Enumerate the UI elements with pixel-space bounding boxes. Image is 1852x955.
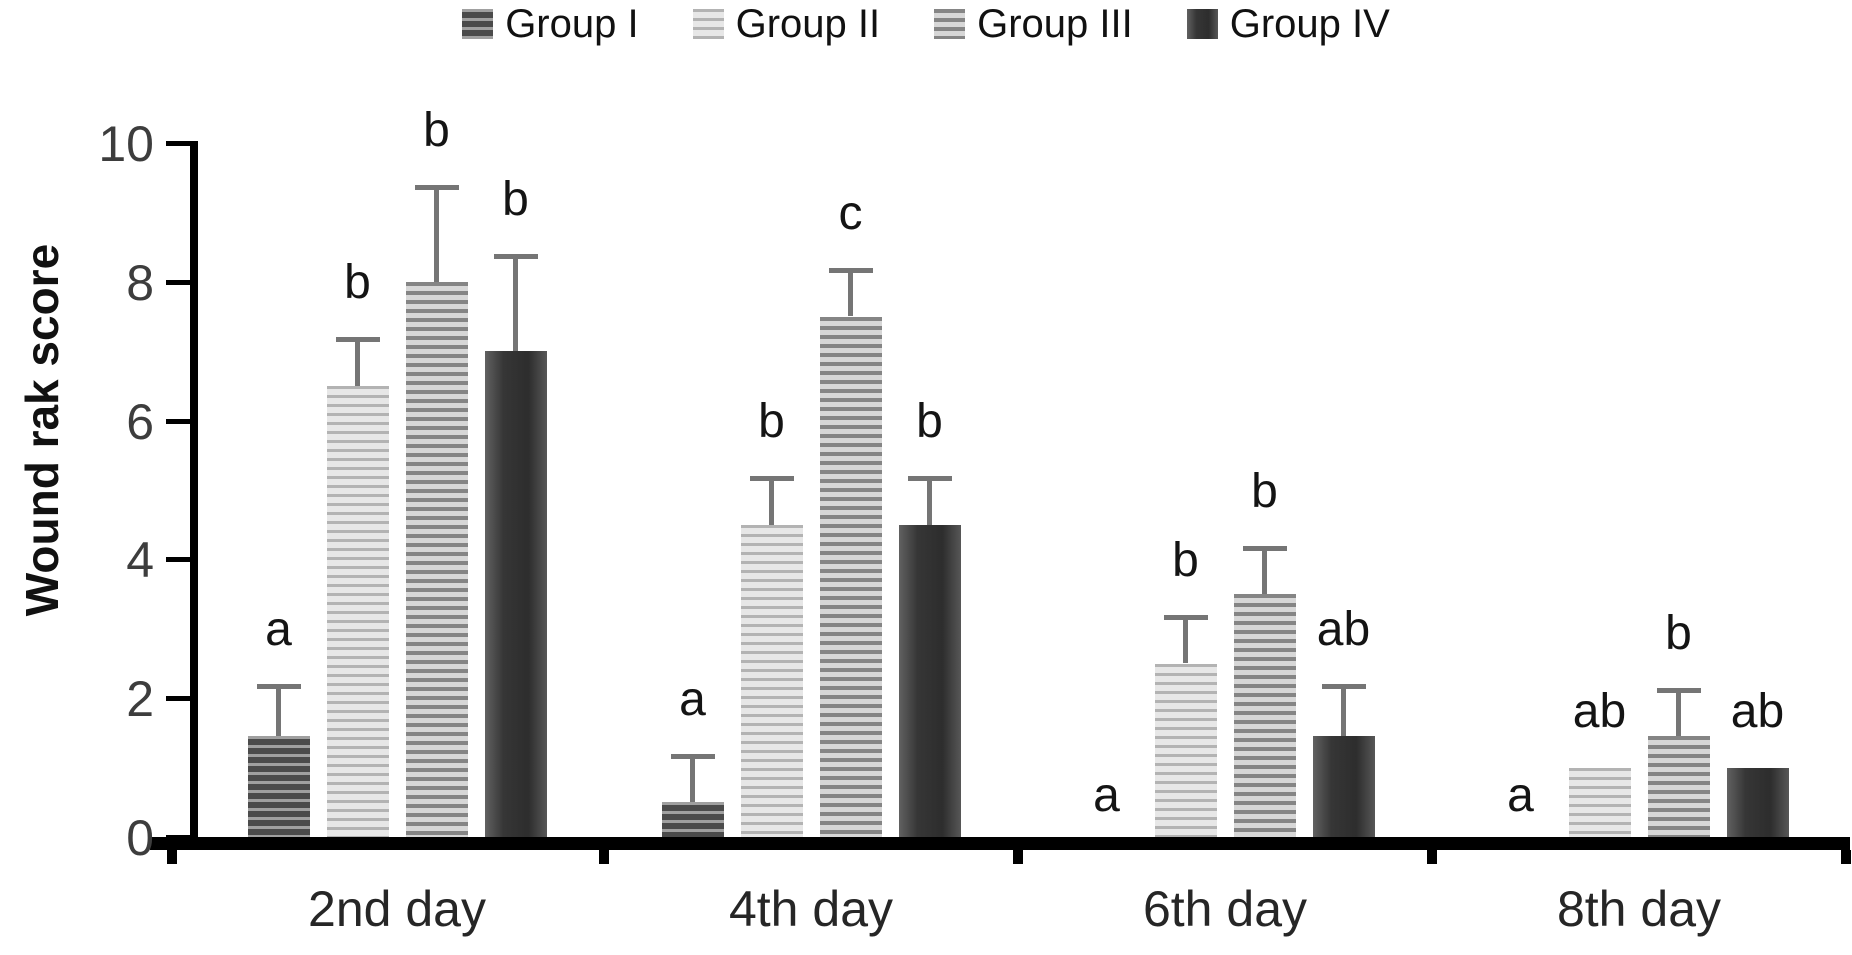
error-bar-cap xyxy=(1163,614,1208,620)
bar-group-iv-8th-day xyxy=(1726,767,1789,837)
legend-item-group-i: Group I xyxy=(462,2,639,46)
error-bar-whisker xyxy=(1262,545,1267,595)
error-bar-whisker xyxy=(276,684,281,737)
significance-letter: b xyxy=(1665,606,1692,660)
bar-group-iii-6th-day xyxy=(1233,594,1296,837)
significance-letter: a xyxy=(1093,769,1120,822)
error-bar-cap xyxy=(1242,545,1287,551)
error-bar-cap xyxy=(828,267,873,273)
x-axis-tick xyxy=(1013,850,1023,864)
legend-item-group-iii: Group III xyxy=(934,4,1133,44)
significance-letter: a xyxy=(265,603,292,657)
x-axis-tick xyxy=(1841,850,1851,864)
error-bar-cap xyxy=(335,337,380,343)
bar-group-ii-2nd-day xyxy=(326,385,389,837)
significance-letter: b xyxy=(344,256,371,310)
significance-letter: ab xyxy=(1572,684,1627,738)
chart-legend: Group I Group II Group III Group IV xyxy=(0,4,1852,44)
x-axis-line xyxy=(150,837,1850,850)
significance-letter: b xyxy=(1251,464,1278,518)
error-bar-whisker xyxy=(1341,684,1346,737)
y-tick-label: 0 xyxy=(126,810,154,866)
y-tick-label: 2 xyxy=(126,671,154,728)
error-bar-cap xyxy=(414,184,459,190)
y-axis-tick xyxy=(166,557,190,563)
y-axis-tick xyxy=(166,696,190,702)
x-axis-tick xyxy=(1427,850,1437,864)
bar-group-i-2nd-day xyxy=(247,736,310,837)
x-axis-label: 4th day xyxy=(728,881,893,937)
y-axis-tick xyxy=(166,418,190,424)
error-bar-cap xyxy=(1321,684,1366,690)
y-tick-label: 6 xyxy=(126,393,154,450)
bar-group-iii-8th-day xyxy=(1647,736,1710,837)
x-axis-label: 6th day xyxy=(1142,881,1307,937)
y-axis-tick xyxy=(166,279,190,285)
legend-label: Group II xyxy=(735,2,881,46)
error-bar-whisker xyxy=(769,476,774,525)
legend-swatch-group-iii xyxy=(934,9,966,39)
significance-letter: b xyxy=(423,103,450,157)
y-tick-label: 8 xyxy=(126,254,154,311)
error-bar-cap xyxy=(493,254,538,260)
error-bar-cap xyxy=(907,476,952,482)
error-bar-whisker xyxy=(1183,614,1188,664)
significance-letter: b xyxy=(502,173,529,227)
error-bar-whisker xyxy=(355,337,360,386)
legend-item-group-ii: Group II xyxy=(692,2,881,46)
legend-item-group-iv: Group IV xyxy=(1186,2,1390,46)
y-tick-label: 10 xyxy=(98,116,154,172)
significance-letter: a xyxy=(1507,769,1534,822)
x-axis-tick xyxy=(599,850,609,864)
bar-group-i-4th-day xyxy=(661,802,724,837)
error-bar-cap xyxy=(749,476,794,482)
bar-group-iii-4th-day xyxy=(819,316,882,837)
bar-group-iv-4th-day xyxy=(898,524,961,837)
significance-letter: b xyxy=(1172,533,1199,587)
bar-group-iii-2nd-day xyxy=(405,281,468,837)
y-axis-tick xyxy=(166,835,190,840)
error-bar-whisker xyxy=(927,476,932,525)
significance-letter: b xyxy=(758,395,785,449)
legend-swatch-group-iv xyxy=(1186,9,1218,39)
error-bar-whisker xyxy=(434,184,439,282)
legend-label: Group I xyxy=(505,2,639,46)
bar-group-ii-4th-day xyxy=(740,524,803,837)
legend-swatch-group-ii xyxy=(692,9,724,39)
x-axis-tick xyxy=(167,850,177,864)
legend-label: Group IV xyxy=(1229,2,1390,46)
error-bar-whisker xyxy=(690,753,695,803)
significance-letter: b xyxy=(916,395,943,449)
bar-group-ii-8th-day xyxy=(1568,767,1631,837)
error-bar-whisker xyxy=(848,267,853,317)
x-axis-label: 2nd day xyxy=(308,881,486,937)
y-axis-tick xyxy=(166,141,190,146)
error-bar-cap xyxy=(1656,687,1701,693)
error-bar-whisker xyxy=(1676,687,1681,737)
legend-label: Group III xyxy=(977,2,1133,46)
error-bar-cap xyxy=(256,684,301,690)
significance-letter: ab xyxy=(1316,603,1371,657)
significance-letter: c xyxy=(838,186,863,240)
error-bar-cap xyxy=(670,753,715,759)
significance-letter: a xyxy=(679,672,706,726)
x-axis-label: 8th day xyxy=(1556,881,1721,937)
legend-swatch-group-i xyxy=(462,9,494,39)
bar-group-iv-2nd-day xyxy=(484,351,547,837)
bar-group-ii-6th-day xyxy=(1154,663,1217,837)
error-bar-whisker xyxy=(513,254,518,352)
y-tick-label: 4 xyxy=(126,532,154,589)
y-axis-line xyxy=(190,141,198,850)
significance-letter: ab xyxy=(1730,684,1785,738)
bar-group-iv-6th-day xyxy=(1312,736,1375,837)
